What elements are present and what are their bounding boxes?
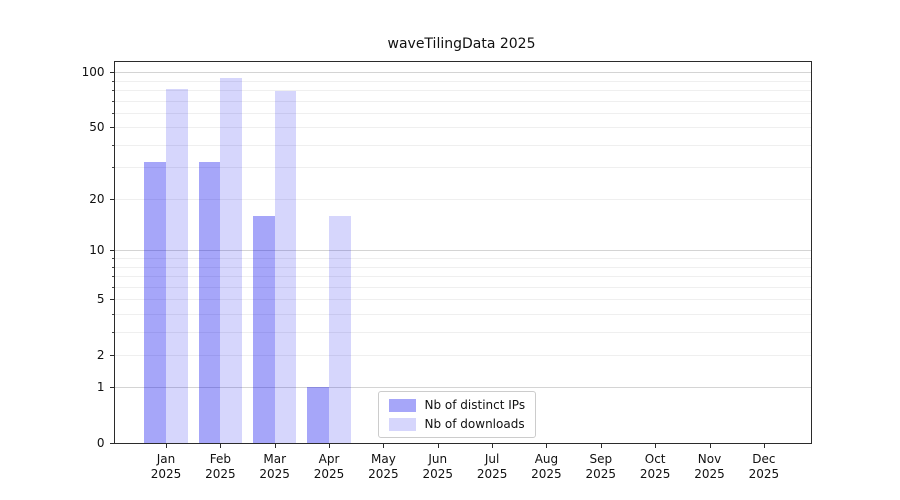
x-axis-tick-label: Dec 2025 (748, 452, 780, 481)
bar-downloads (274, 91, 297, 443)
gridline-minor (114, 276, 811, 278)
x-axis-tick (329, 444, 331, 448)
x-axis-tick-label: Feb 2025 (205, 452, 236, 481)
x-axis-tick-label: Nov 2025 (694, 452, 725, 481)
y-axis-minor-tick (111, 276, 114, 278)
legend-row-downloads: Nb of downloads (388, 417, 526, 431)
y-axis-tick-label: 50 (89, 120, 105, 135)
y-axis-tick-label: 5 (96, 292, 105, 307)
x-axis-tick-label: Sep 2025 (585, 452, 617, 481)
bar-downloads (220, 78, 243, 443)
y-axis-tick-label: 10 (89, 243, 105, 258)
y-axis-tick (109, 72, 114, 74)
gridline-minor (114, 299, 811, 301)
y-axis-minor-tick (111, 313, 114, 315)
gridline-major (114, 387, 811, 389)
gridline-minor (114, 331, 811, 333)
y-axis-tick (109, 443, 114, 444)
y-axis-tick-label: 0 (96, 436, 105, 450)
x-axis-tick-label: Aug 2025 (531, 452, 562, 481)
x-axis-tick-label: Jun 2025 (422, 452, 454, 481)
gridline-major (114, 250, 811, 252)
bar-distinct-ips (253, 215, 275, 443)
gridline-major (114, 72, 811, 74)
x-axis-tick (383, 444, 385, 448)
legend-label-distinct-ips: Nb of distinct IPs (424, 398, 526, 412)
y-axis-tick (109, 299, 114, 301)
gridline-minor (114, 313, 811, 315)
gridline-minor (114, 258, 811, 260)
legend-swatch-downloads (388, 417, 416, 431)
gridline-minor (114, 354, 811, 356)
y-axis-tick (109, 250, 114, 252)
gridline-minor (114, 144, 811, 146)
y-axis-tick (109, 127, 114, 129)
x-axis-tick-label: Mar 2025 (259, 452, 290, 481)
y-axis-minor-tick (111, 112, 114, 114)
x-axis-tick (437, 444, 439, 448)
x-axis-tick (709, 444, 711, 448)
legend: Nb of distinct IPs Nb of downloads (377, 391, 537, 438)
gridline-minor (114, 266, 811, 268)
gridline-minor (114, 100, 811, 102)
y-axis-tick-label: 1 (96, 380, 105, 395)
gridline-minor (114, 198, 811, 200)
y-axis-minor-tick (111, 167, 114, 169)
x-axis-tick (546, 444, 548, 448)
x-axis-tick-label: Apr 2025 (313, 452, 345, 481)
y-axis-tick (109, 387, 114, 389)
bar-downloads (166, 89, 188, 443)
gridline-minor (114, 167, 811, 169)
x-axis-tick (274, 444, 276, 448)
y-axis-minor-tick (111, 331, 114, 333)
y-axis-tick-label: 2 (96, 347, 105, 362)
gridline-minor (114, 127, 811, 129)
y-axis-minor-tick (111, 80, 114, 82)
legend-label-downloads: Nb of downloads (424, 417, 525, 431)
x-axis-tick (763, 444, 765, 448)
x-axis-tick-label: Oct 2025 (639, 452, 671, 481)
y-axis-tick (109, 198, 114, 200)
y-axis-tick (109, 354, 114, 356)
x-axis-tick (600, 444, 602, 448)
x-axis-tick (492, 444, 494, 448)
y-axis-tick-label: 100 (81, 65, 105, 80)
gridline-minor (114, 80, 811, 82)
x-axis-tick (166, 444, 167, 448)
legend-swatch-distinct-ips (388, 398, 416, 412)
bar-distinct-ips (198, 162, 221, 443)
gridline-minor (114, 90, 811, 92)
y-axis-minor-tick (111, 266, 114, 268)
y-axis-tick-label: 20 (89, 191, 105, 206)
gridline-minor (114, 112, 811, 114)
bar-downloads (329, 215, 351, 443)
bar-distinct-ips (307, 387, 330, 443)
x-axis-tick-label: Jan 2025 (150, 452, 182, 481)
y-axis-minor-tick (111, 90, 114, 92)
x-axis-tick-label: Jul 2025 (476, 452, 508, 481)
plot-area: Nb of distinct IPs Nb of downloads 0 1 2 5 1… (82, 61, 812, 481)
y-axis-minor-tick (111, 286, 114, 288)
y-axis-minor-tick (111, 144, 114, 146)
chart-title: waveTilingData 2025 (387, 36, 536, 52)
legend-row-distinct-ips: Nb of distinct IPs (388, 398, 526, 412)
bar-distinct-ips (144, 162, 166, 443)
y-axis-minor-tick (111, 100, 114, 102)
y-axis-minor-tick (111, 258, 114, 260)
x-axis-tick (220, 444, 222, 448)
gridline-minor (114, 286, 811, 288)
x-axis-tick-label: May 2025 (368, 452, 399, 481)
x-axis-tick (655, 444, 657, 448)
